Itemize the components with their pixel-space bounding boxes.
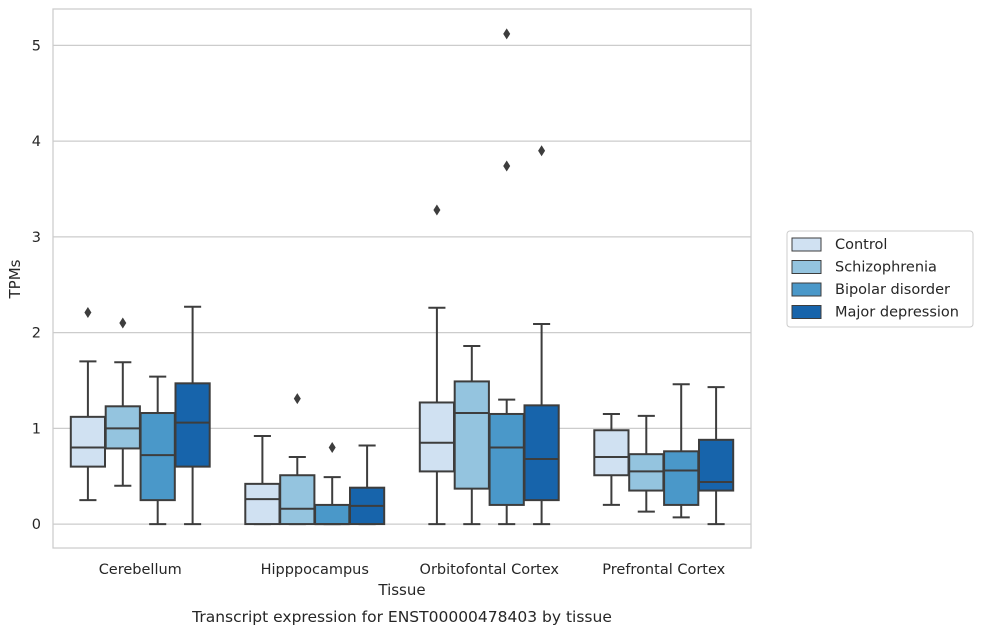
iqr-box [663,450,700,506]
legend-swatch-2 [791,282,822,297]
box-1-3 [348,444,386,526]
iqr-box [244,482,281,526]
iqr-box [139,412,176,502]
x-axis-label: Tissue [377,581,425,599]
x-tick-label-3: Prefrontal Cortex [602,562,725,578]
outlier-0 [433,204,441,216]
legend-swatch-3 [791,305,822,319]
legend-frame [786,230,974,328]
y-tick-label-1: 1 [32,421,41,437]
iqr-box [418,401,456,473]
outlier-0 [503,160,511,172]
box-2-2 [488,28,525,526]
y-tick-label-0: 0 [32,517,41,533]
legend-label-0: Control [835,237,887,253]
legend-swatch-1 [791,260,822,274]
legend-label-3: Major depression [835,305,959,321]
iqr-box [593,429,630,477]
box-1-0 [244,434,281,526]
outlier-0 [328,441,336,453]
box-0-3 [174,305,211,526]
box-0-1 [104,317,141,487]
box-3-1 [628,414,665,513]
legend-label-1: Schizophrenia [835,260,937,276]
legend-label-2: Bipolar disorder [835,282,950,298]
box-3-2 [663,383,700,519]
outlier-0 [293,393,301,405]
box-0-0 [69,306,107,502]
outlier-0 [119,317,127,329]
box-3-0 [593,412,630,506]
iqr-box [488,412,525,506]
y-tick-label-3: 3 [32,230,41,246]
y-axis-label: TPMs [6,259,24,299]
legend-swatch-0 [791,237,822,252]
box-1-1 [279,393,316,526]
plot-boxes [69,28,735,526]
x-tick-label-0: Cerebellum [99,562,182,578]
box-2-3 [523,145,560,526]
x-tick-label-1: Hipppocampus [261,562,369,578]
box-2-0 [418,204,456,526]
x-tick-labels: Cerebellum Hipppocampus Orbitofontal Corte… [99,562,726,578]
iqr-box [697,438,735,492]
box-2-1 [453,344,490,526]
iqr-box [523,404,560,502]
iqr-box [453,380,490,490]
outlier-0 [538,145,546,157]
iqr-box [314,503,351,526]
iqr-box [279,474,316,526]
box-1-2 [314,441,351,526]
figure-caption: Transcript expression for ENST0000047840… [191,608,612,626]
plot-frame [52,8,752,549]
y-tick-label-4: 4 [32,134,41,150]
outlier-1 [503,28,511,40]
outlier-0 [84,306,92,318]
x-tick-label-2: Orbitofontal Cortex [420,562,560,578]
y-tick-label-5: 5 [32,38,41,54]
y-tick-label-2: 2 [32,326,41,342]
iqr-box [174,382,211,468]
box-3-3 [697,386,735,526]
legend: Control Schizophrenia Bipolar disorder Majo… [786,230,974,328]
box-0-2 [139,375,176,526]
y-tick-labels: 0 1 2 3 4 5 [32,38,41,533]
iqr-box [69,415,107,468]
